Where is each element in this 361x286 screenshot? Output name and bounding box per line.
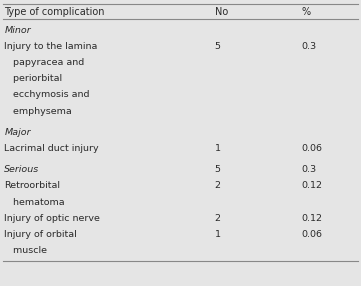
Text: 1: 1 <box>215 230 221 239</box>
Text: 0.12: 0.12 <box>301 214 322 223</box>
Text: Injury of orbital: Injury of orbital <box>4 230 77 239</box>
Text: 0.3: 0.3 <box>301 165 317 174</box>
Text: 1: 1 <box>215 144 221 153</box>
Text: periorbital: periorbital <box>4 74 62 83</box>
Text: %: % <box>301 7 310 17</box>
Text: Serious: Serious <box>4 165 40 174</box>
Text: emphysema: emphysema <box>4 107 72 116</box>
Text: ecchymosis and: ecchymosis and <box>4 90 90 100</box>
Text: Minor: Minor <box>4 26 31 35</box>
Text: Injury of optic nerve: Injury of optic nerve <box>4 214 100 223</box>
Text: No: No <box>215 7 228 17</box>
Text: 0.3: 0.3 <box>301 42 317 51</box>
Text: Type of complication: Type of complication <box>4 7 105 17</box>
Text: 0.06: 0.06 <box>301 144 322 153</box>
Text: 2: 2 <box>215 214 221 223</box>
Text: 2: 2 <box>215 181 221 190</box>
Text: 0.06: 0.06 <box>301 230 322 239</box>
Text: Injury to the lamina: Injury to the lamina <box>4 42 98 51</box>
Text: 5: 5 <box>215 42 221 51</box>
Text: Lacrimal duct injury: Lacrimal duct injury <box>4 144 99 153</box>
Text: 0.12: 0.12 <box>301 181 322 190</box>
Text: muscle: muscle <box>4 246 47 255</box>
Text: hematoma: hematoma <box>4 198 65 206</box>
Text: papyracea and: papyracea and <box>4 58 84 67</box>
Text: Retroorbital: Retroorbital <box>4 181 60 190</box>
Text: Major: Major <box>4 128 31 137</box>
Text: 5: 5 <box>215 165 221 174</box>
